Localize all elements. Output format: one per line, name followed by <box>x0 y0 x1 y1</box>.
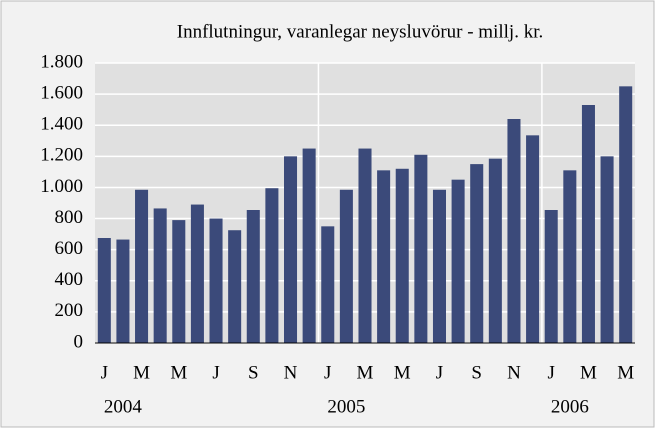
x-tick-label: J <box>548 362 555 383</box>
bar <box>302 148 316 343</box>
x-tick-label: M <box>617 362 634 383</box>
bar <box>358 148 372 343</box>
bar <box>600 156 614 343</box>
bar <box>432 189 446 343</box>
y-tick-label: 800 <box>55 207 84 228</box>
bar <box>563 170 577 343</box>
bar <box>395 168 409 343</box>
bar <box>172 220 186 343</box>
bar <box>321 226 335 343</box>
bar <box>228 230 242 343</box>
x-tick-label: M <box>580 362 597 383</box>
x-tick-label: M <box>170 362 187 383</box>
y-tick-label: 400 <box>55 269 84 290</box>
y-tick-label: 1.000 <box>40 176 83 197</box>
bar <box>97 238 111 343</box>
bar <box>507 119 521 343</box>
x-tick-label: N <box>284 362 298 383</box>
bar <box>190 204 204 343</box>
bar <box>526 135 540 343</box>
bar <box>414 154 428 343</box>
x-tick-label: J <box>212 362 219 383</box>
y-tick-label: 1.800 <box>40 51 83 72</box>
x-tick-label: M <box>133 362 150 383</box>
bar <box>581 105 595 343</box>
x-tick-label: J <box>436 362 443 383</box>
x-tick-label: J <box>324 362 331 383</box>
y-tick-label: 0 <box>74 331 84 352</box>
x-tick-label: S <box>471 362 482 383</box>
year-label: 2004 <box>104 396 143 417</box>
year-label: 2005 <box>327 396 365 417</box>
year-label: 2006 <box>551 396 589 417</box>
x-tick-label: J <box>101 362 108 383</box>
bar <box>246 210 260 343</box>
bar <box>265 188 279 343</box>
bar <box>488 158 502 343</box>
bar <box>209 218 223 343</box>
bar <box>339 189 353 343</box>
y-tick-label: 600 <box>55 238 84 259</box>
bar <box>451 179 465 343</box>
bar <box>544 210 558 343</box>
bar <box>284 156 298 343</box>
y-tick-label: 1.400 <box>40 114 83 135</box>
x-tick-label: M <box>357 362 374 383</box>
bar <box>377 170 391 343</box>
bar <box>116 239 130 343</box>
x-tick-label: M <box>394 362 411 383</box>
bar <box>153 208 167 343</box>
x-tick-label: S <box>248 362 259 383</box>
y-tick-label: 1.600 <box>40 82 83 103</box>
x-tick-label: N <box>507 362 521 383</box>
y-tick-label: 1.200 <box>40 145 83 166</box>
y-tick-label: 200 <box>55 300 84 321</box>
bar <box>619 86 633 343</box>
chart-title: Innflutningur, varanlegar neysluvörur - … <box>177 21 543 42</box>
bar <box>470 164 484 343</box>
bar <box>135 189 149 343</box>
